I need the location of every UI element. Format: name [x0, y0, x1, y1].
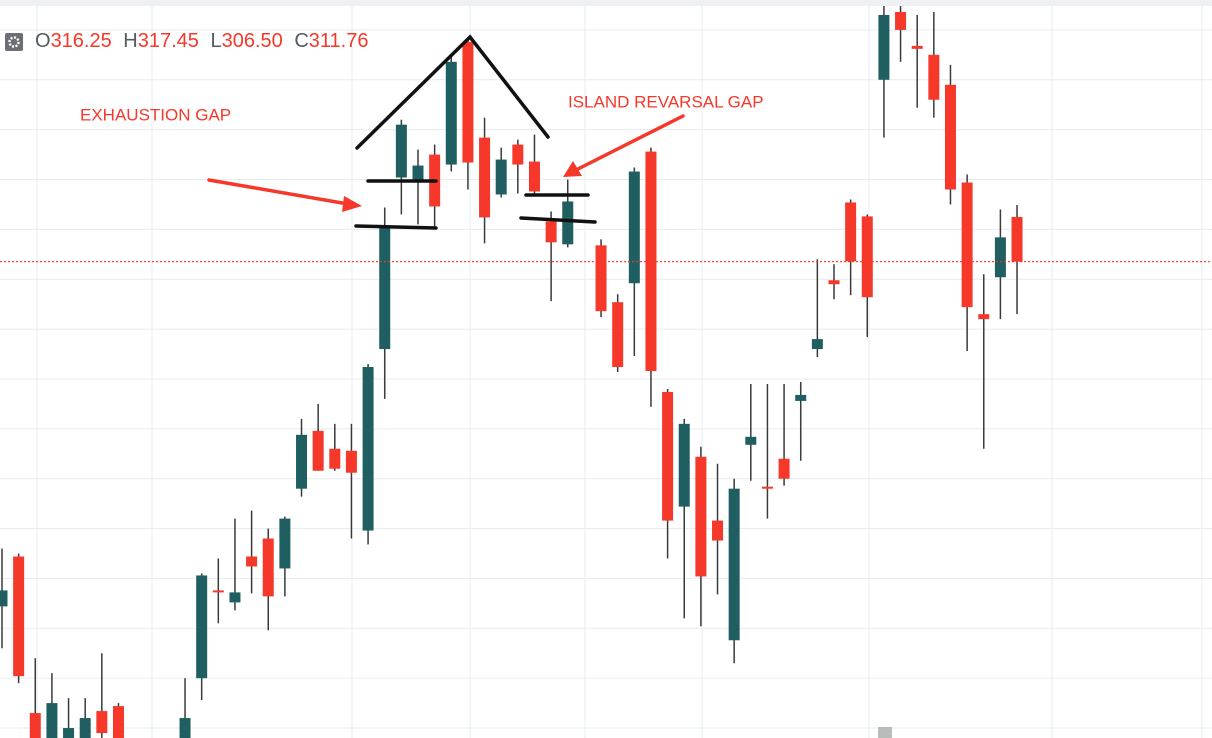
- gap-line: [519, 216, 597, 224]
- candle-body: [96, 711, 108, 734]
- candle-body: [296, 434, 308, 489]
- top-strip: [0, 0, 1212, 6]
- candle-body: [13, 556, 25, 677]
- candle-body: [528, 161, 540, 192]
- candle-body: [395, 124, 407, 178]
- candle-body: [695, 456, 707, 577]
- candle-body: [728, 488, 740, 641]
- ohlc-value: 306.50: [222, 30, 283, 52]
- gap-line: [354, 224, 438, 230]
- candle-body: [878, 14, 890, 80]
- ohlc-letter: C: [294, 30, 308, 52]
- candle-body: [811, 339, 823, 350]
- candle-body: [845, 202, 857, 262]
- candle-body: [944, 84, 956, 190]
- peak-drawing: [355, 34, 550, 150]
- candles: [0, 4, 1212, 738]
- arrow: [563, 114, 685, 177]
- candle-body: [246, 556, 258, 567]
- candle-body: [911, 45, 923, 49]
- ohlc-value: 316.25: [51, 30, 112, 52]
- candle-body: [262, 538, 274, 597]
- settings-icon[interactable]: [5, 33, 23, 51]
- annotation: EXHAUSTION GAP: [80, 105, 231, 124]
- candle-body: [595, 245, 607, 312]
- candle-body: [212, 590, 224, 593]
- candle-body: [345, 450, 357, 473]
- candle-body: [29, 713, 41, 738]
- candle-body: [229, 592, 241, 603]
- candle-body: [861, 216, 873, 298]
- candle-body: [662, 391, 674, 521]
- ohlc-letter: O: [35, 30, 51, 52]
- candle-body: [612, 302, 624, 368]
- candle-body: [179, 718, 191, 738]
- candle-body: [279, 518, 291, 569]
- scroll-handle[interactable]: [878, 727, 892, 738]
- candle-body: [778, 458, 790, 479]
- candle-body: [412, 165, 424, 180]
- ohlc-letter: L: [210, 30, 221, 52]
- candle-body: [978, 314, 990, 320]
- candle-body: [329, 448, 341, 469]
- candle-body: [479, 137, 491, 218]
- candle-body: [46, 703, 58, 738]
- candle-body: [545, 221, 557, 243]
- candle-body: [512, 144, 524, 165]
- candle-body: [828, 280, 840, 285]
- ohlc-letter: H: [123, 30, 137, 52]
- annotation: ISLAND REVARSAL GAP: [568, 92, 764, 111]
- candle-body: [961, 182, 973, 308]
- candle-body: [928, 54, 940, 100]
- candle-body: [745, 436, 757, 445]
- candle-body: [112, 706, 124, 738]
- candle-body: [445, 61, 457, 165]
- candle-body: [562, 201, 574, 245]
- ohlc-header: O316.25 H317.45 L306.50 C311.76: [35, 30, 368, 52]
- candle-body: [628, 171, 640, 284]
- candle-body: [312, 430, 324, 471]
- ohlc-value: 311.76: [309, 30, 369, 52]
- candle-body: [1011, 216, 1023, 262]
- candle-body: [994, 237, 1006, 278]
- candle-body: [79, 718, 91, 738]
- candle-body: [495, 159, 507, 195]
- candle-body: [196, 575, 208, 679]
- candle-body: [712, 520, 724, 541]
- ohlc-value: 317.45: [138, 30, 199, 52]
- arrow: [207, 178, 362, 212]
- candle-body: [761, 486, 773, 489]
- candle-body: [645, 151, 657, 371]
- candle-body: [0, 590, 8, 607]
- candle-body: [678, 423, 690, 507]
- candle-body: [379, 227, 391, 350]
- candle-body: [462, 41, 474, 163]
- candle-body: [895, 11, 907, 30]
- candle-body: [63, 728, 75, 738]
- candle-body: [362, 367, 374, 531]
- candle-body: [795, 394, 807, 401]
